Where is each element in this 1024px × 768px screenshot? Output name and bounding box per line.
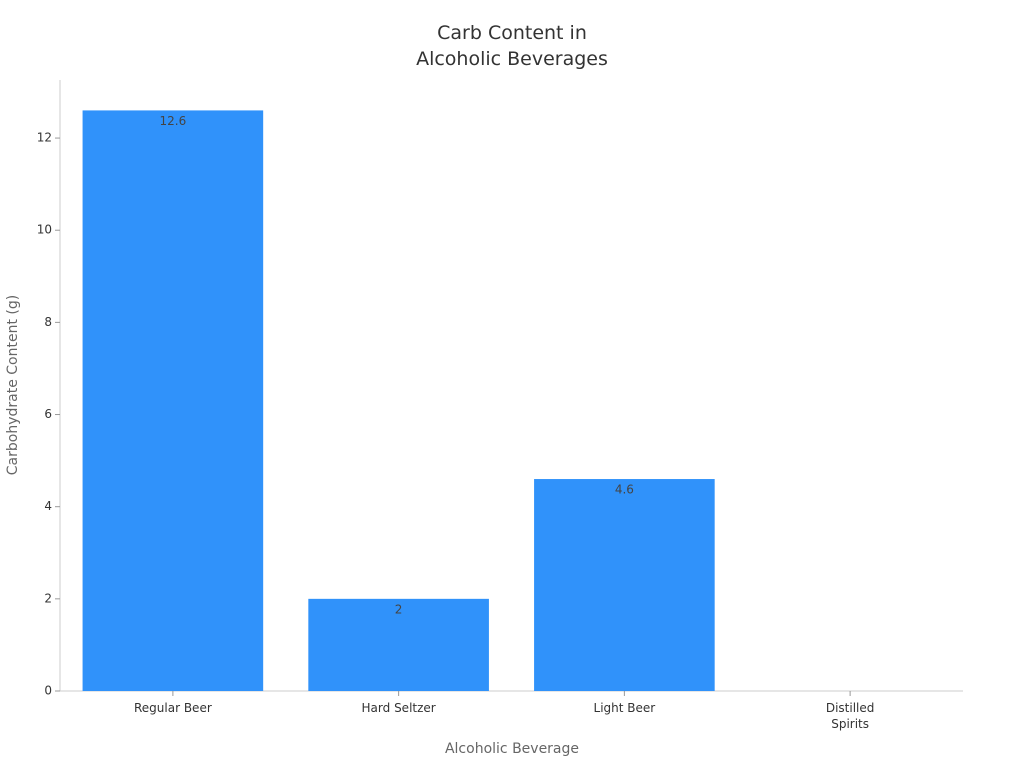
bar [534, 479, 715, 691]
value-label: 4.6 [615, 483, 634, 497]
x-tick-label: Light Beer [593, 701, 656, 715]
y-tick-label: 2 [44, 591, 52, 605]
x-tick-label: Hard Seltzer [361, 701, 436, 715]
x-axis-title: Alcoholic Beverage [444, 741, 580, 757]
y-tick-label: 8 [44, 315, 52, 329]
bar [82, 110, 264, 692]
value-label: 2 [395, 602, 403, 616]
y-tick-label: 4 [44, 499, 52, 513]
value-label: 12.6 [160, 114, 187, 128]
y-axis-title: Carbohydrate Content (g) [5, 294, 21, 476]
y-tick-label: 0 [44, 684, 52, 698]
chart-title: Carb Content in Alcoholic Beverages [416, 22, 608, 70]
y-tick-label: 12 [37, 131, 52, 145]
bar [308, 598, 489, 691]
x-tick-label: Regular Beer [133, 701, 212, 715]
x-tick-label: Distilled Spirits [825, 701, 875, 731]
y-tick-label: 6 [44, 407, 52, 421]
y-tick-label: 10 [37, 223, 52, 237]
